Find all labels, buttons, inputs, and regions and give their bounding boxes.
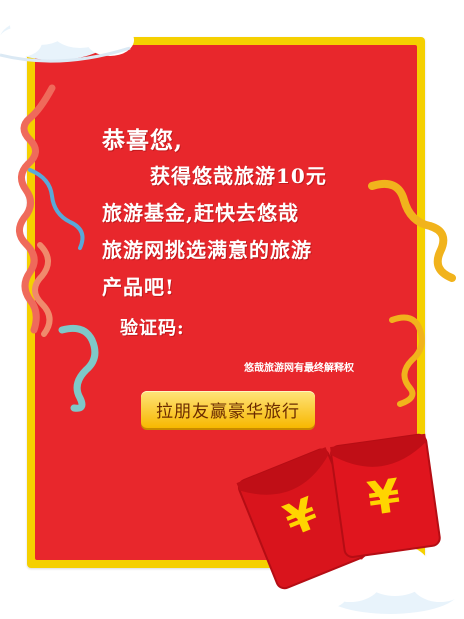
rights-note: 悠哉旅游网有最终解释权	[244, 363, 354, 374]
message-line-1: 获得悠哉旅游10元	[150, 164, 327, 188]
invite-friends-button[interactable]: 拉朋友赢豪华旅行	[141, 391, 315, 428]
greeting-text: 恭喜您,	[102, 127, 184, 154]
message-line-2: 旅游基金,赶快去悠哉	[102, 201, 299, 225]
message-line-4: 产品吧!	[102, 275, 175, 299]
verification-code-label: 验证码:	[120, 318, 185, 339]
message-line-3: 旅游网挑选满意的旅游	[102, 238, 312, 262]
congrats-card	[35, 45, 417, 560]
